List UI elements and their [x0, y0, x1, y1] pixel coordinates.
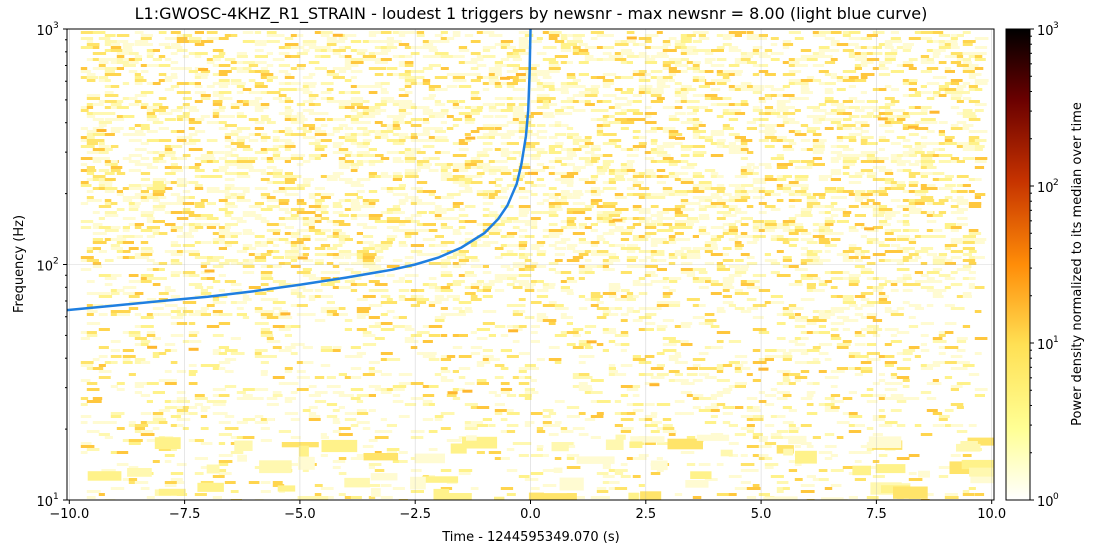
colorbar-tick-label: 10: [1037, 495, 1054, 510]
x-tick-label: 2.5: [635, 507, 656, 522]
y-tick-label: 10: [36, 24, 53, 39]
spectrogram-cells: [80, 31, 994, 500]
colorbar-tick-exponent: 1: [1053, 335, 1059, 345]
x-tick-label: 5.0: [751, 507, 772, 522]
y-tick-exponent: 2: [53, 257, 59, 267]
x-tick-label: −7.5: [169, 507, 201, 522]
x-axis-label: Time - 1244595349.070 (s): [441, 530, 619, 545]
x-tick-label: −5.0: [284, 507, 316, 522]
y-tick-label: 10: [36, 495, 53, 510]
x-tick-label: 0.0: [520, 507, 541, 522]
colorbar-label: Power density normalized to its median o…: [1070, 102, 1085, 426]
y-tick-label: 10: [36, 260, 53, 275]
y-axis-label: Frequency (Hz): [12, 215, 27, 313]
chart-title: L1:GWOSC-4KHZ_R1_STRAIN - loudest 1 trig…: [135, 4, 928, 24]
colorbar: [1005, 28, 1031, 501]
x-tick-label: −2.5: [399, 507, 431, 522]
colorbar-tick-exponent: 0: [1053, 492, 1059, 502]
trigger-curve: [67, 29, 532, 312]
colorbar-tick-exponent: 3: [1053, 21, 1059, 31]
x-tick-label: −10.0: [49, 507, 89, 522]
x-tick-label: 7.5: [866, 507, 887, 522]
x-tick-label: 10.0: [977, 507, 1006, 522]
colorbar-tick-exponent: 2: [1053, 178, 1059, 188]
x-axis: −10.0 −7.5 −5.0 −2.5 0.0 2.5 5.0 7.5 10.0: [49, 500, 1006, 522]
colorbar-tick-label: 10: [1037, 24, 1054, 39]
colorbar-tick-label: 10: [1037, 181, 1054, 196]
y-tick-exponent: 1: [53, 492, 59, 502]
colorbar-tick-label: 10: [1037, 338, 1054, 353]
y-tick-exponent: 3: [53, 21, 59, 31]
